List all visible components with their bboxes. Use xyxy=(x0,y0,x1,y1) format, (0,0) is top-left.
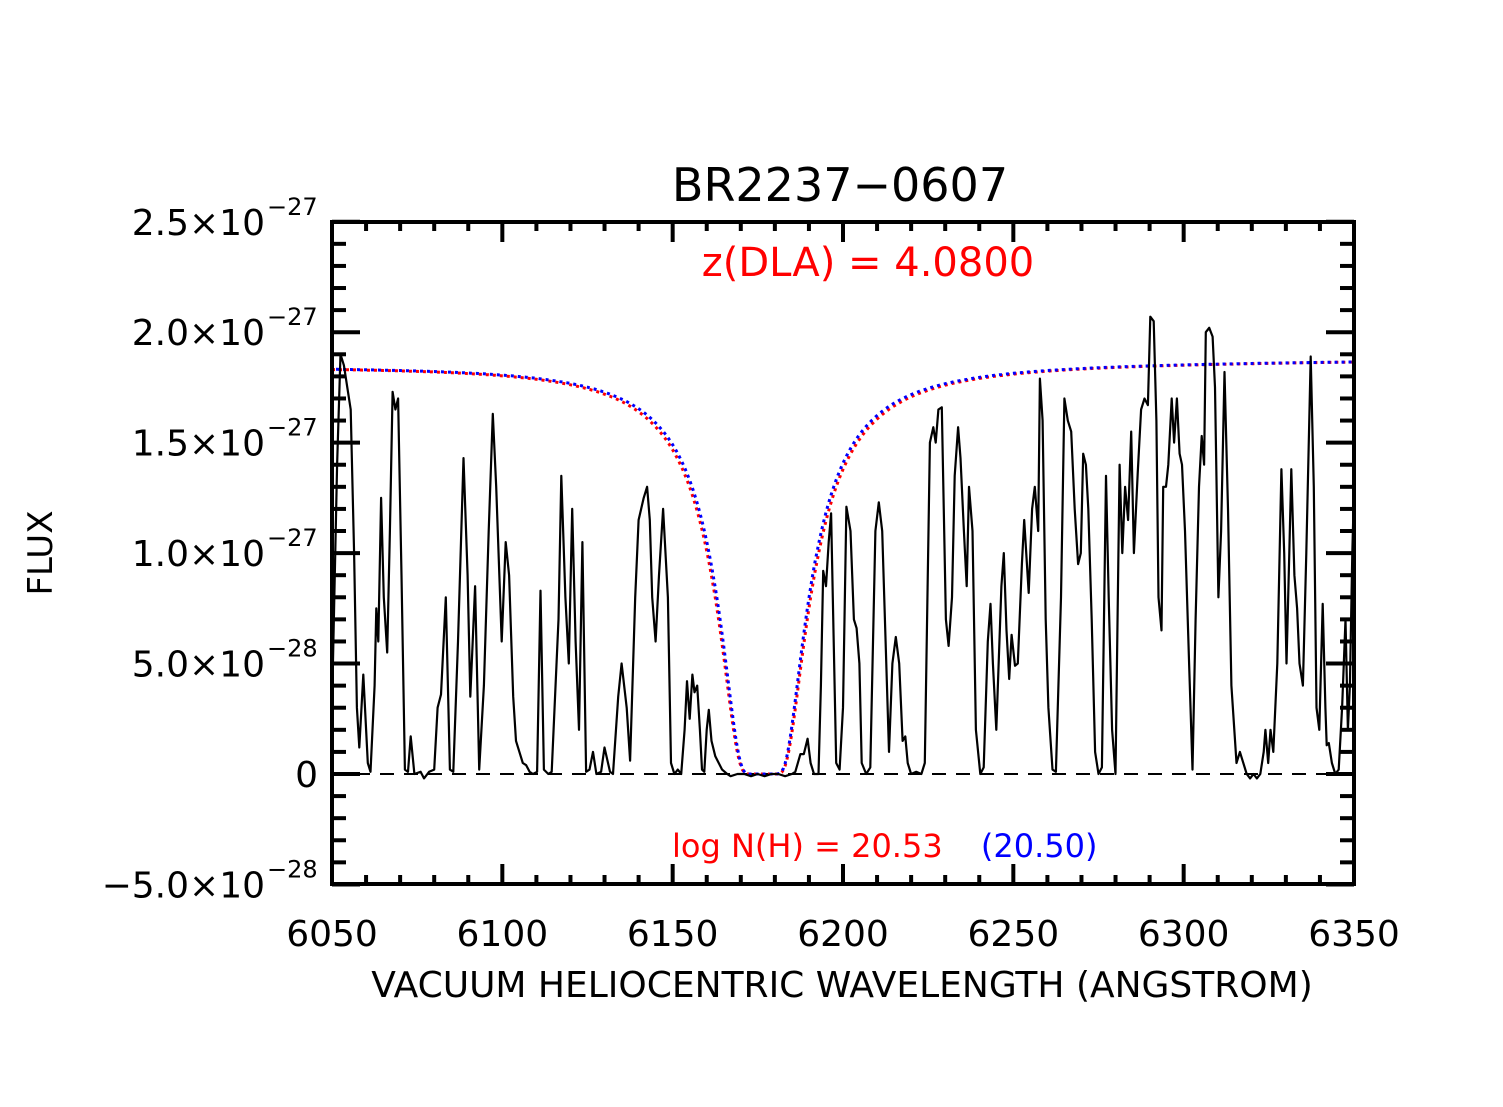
y-tick-exponent: −27 xyxy=(267,303,318,331)
y-tick-exponent: −27 xyxy=(267,193,318,221)
y-tick-label: 1.5×10 xyxy=(132,424,265,465)
model-curve-red xyxy=(332,360,1354,776)
y-tick-label: 1.0×10 xyxy=(132,534,265,575)
y-tick-exponent: −28 xyxy=(267,635,318,663)
column-density-blue: (20.50) xyxy=(981,827,1098,865)
x-axis-label: VACUUM HELIOCENTRIC WAVELENGTH (ANGSTROM… xyxy=(371,965,1312,1006)
y-tick-label: 2.5×10 xyxy=(132,203,265,244)
y-tick-label: −5.0×10 xyxy=(102,865,265,906)
y-tick-exponent: −27 xyxy=(267,524,318,552)
x-tick-label: 6250 xyxy=(968,914,1060,955)
x-tick-label: 6150 xyxy=(627,914,719,955)
x-tick-label: 6350 xyxy=(1308,914,1400,955)
column-density-red: log N(H) = 20.53 xyxy=(672,827,943,865)
chart-title: BR2237−0607 xyxy=(672,158,1008,212)
y-axis-tick-labels: 2.5×10 −272.0×10 −271.5×10 −271.0×10 −275.0×… xyxy=(102,193,318,907)
column-density-annotation: log N(H) = 20.53 (20.50) xyxy=(672,827,1097,865)
x-axis-tick-labels: 6050 6100 6150 6200 6250 6300 6350 xyxy=(286,914,1400,955)
observed-spectrum-line xyxy=(330,315,1356,780)
x-tick-label: 6200 xyxy=(797,914,889,955)
y-tick-exponent: −28 xyxy=(267,855,318,883)
redshift-annotation: z(DLA) = 4.0800 xyxy=(702,240,1034,286)
y-axis-label: FLUX xyxy=(21,511,61,596)
y-tick-label: 0 xyxy=(295,755,318,796)
plot-area xyxy=(330,219,1356,887)
x-tick-label: 6100 xyxy=(457,914,549,955)
x-tick-label: 6300 xyxy=(1138,914,1230,955)
x-tick-label: 6050 xyxy=(286,914,378,955)
y-tick-exponent: −27 xyxy=(267,414,318,442)
y-tick-label: 5.0×10 xyxy=(132,645,265,686)
y-tick-label: 2.0×10 xyxy=(132,313,265,354)
